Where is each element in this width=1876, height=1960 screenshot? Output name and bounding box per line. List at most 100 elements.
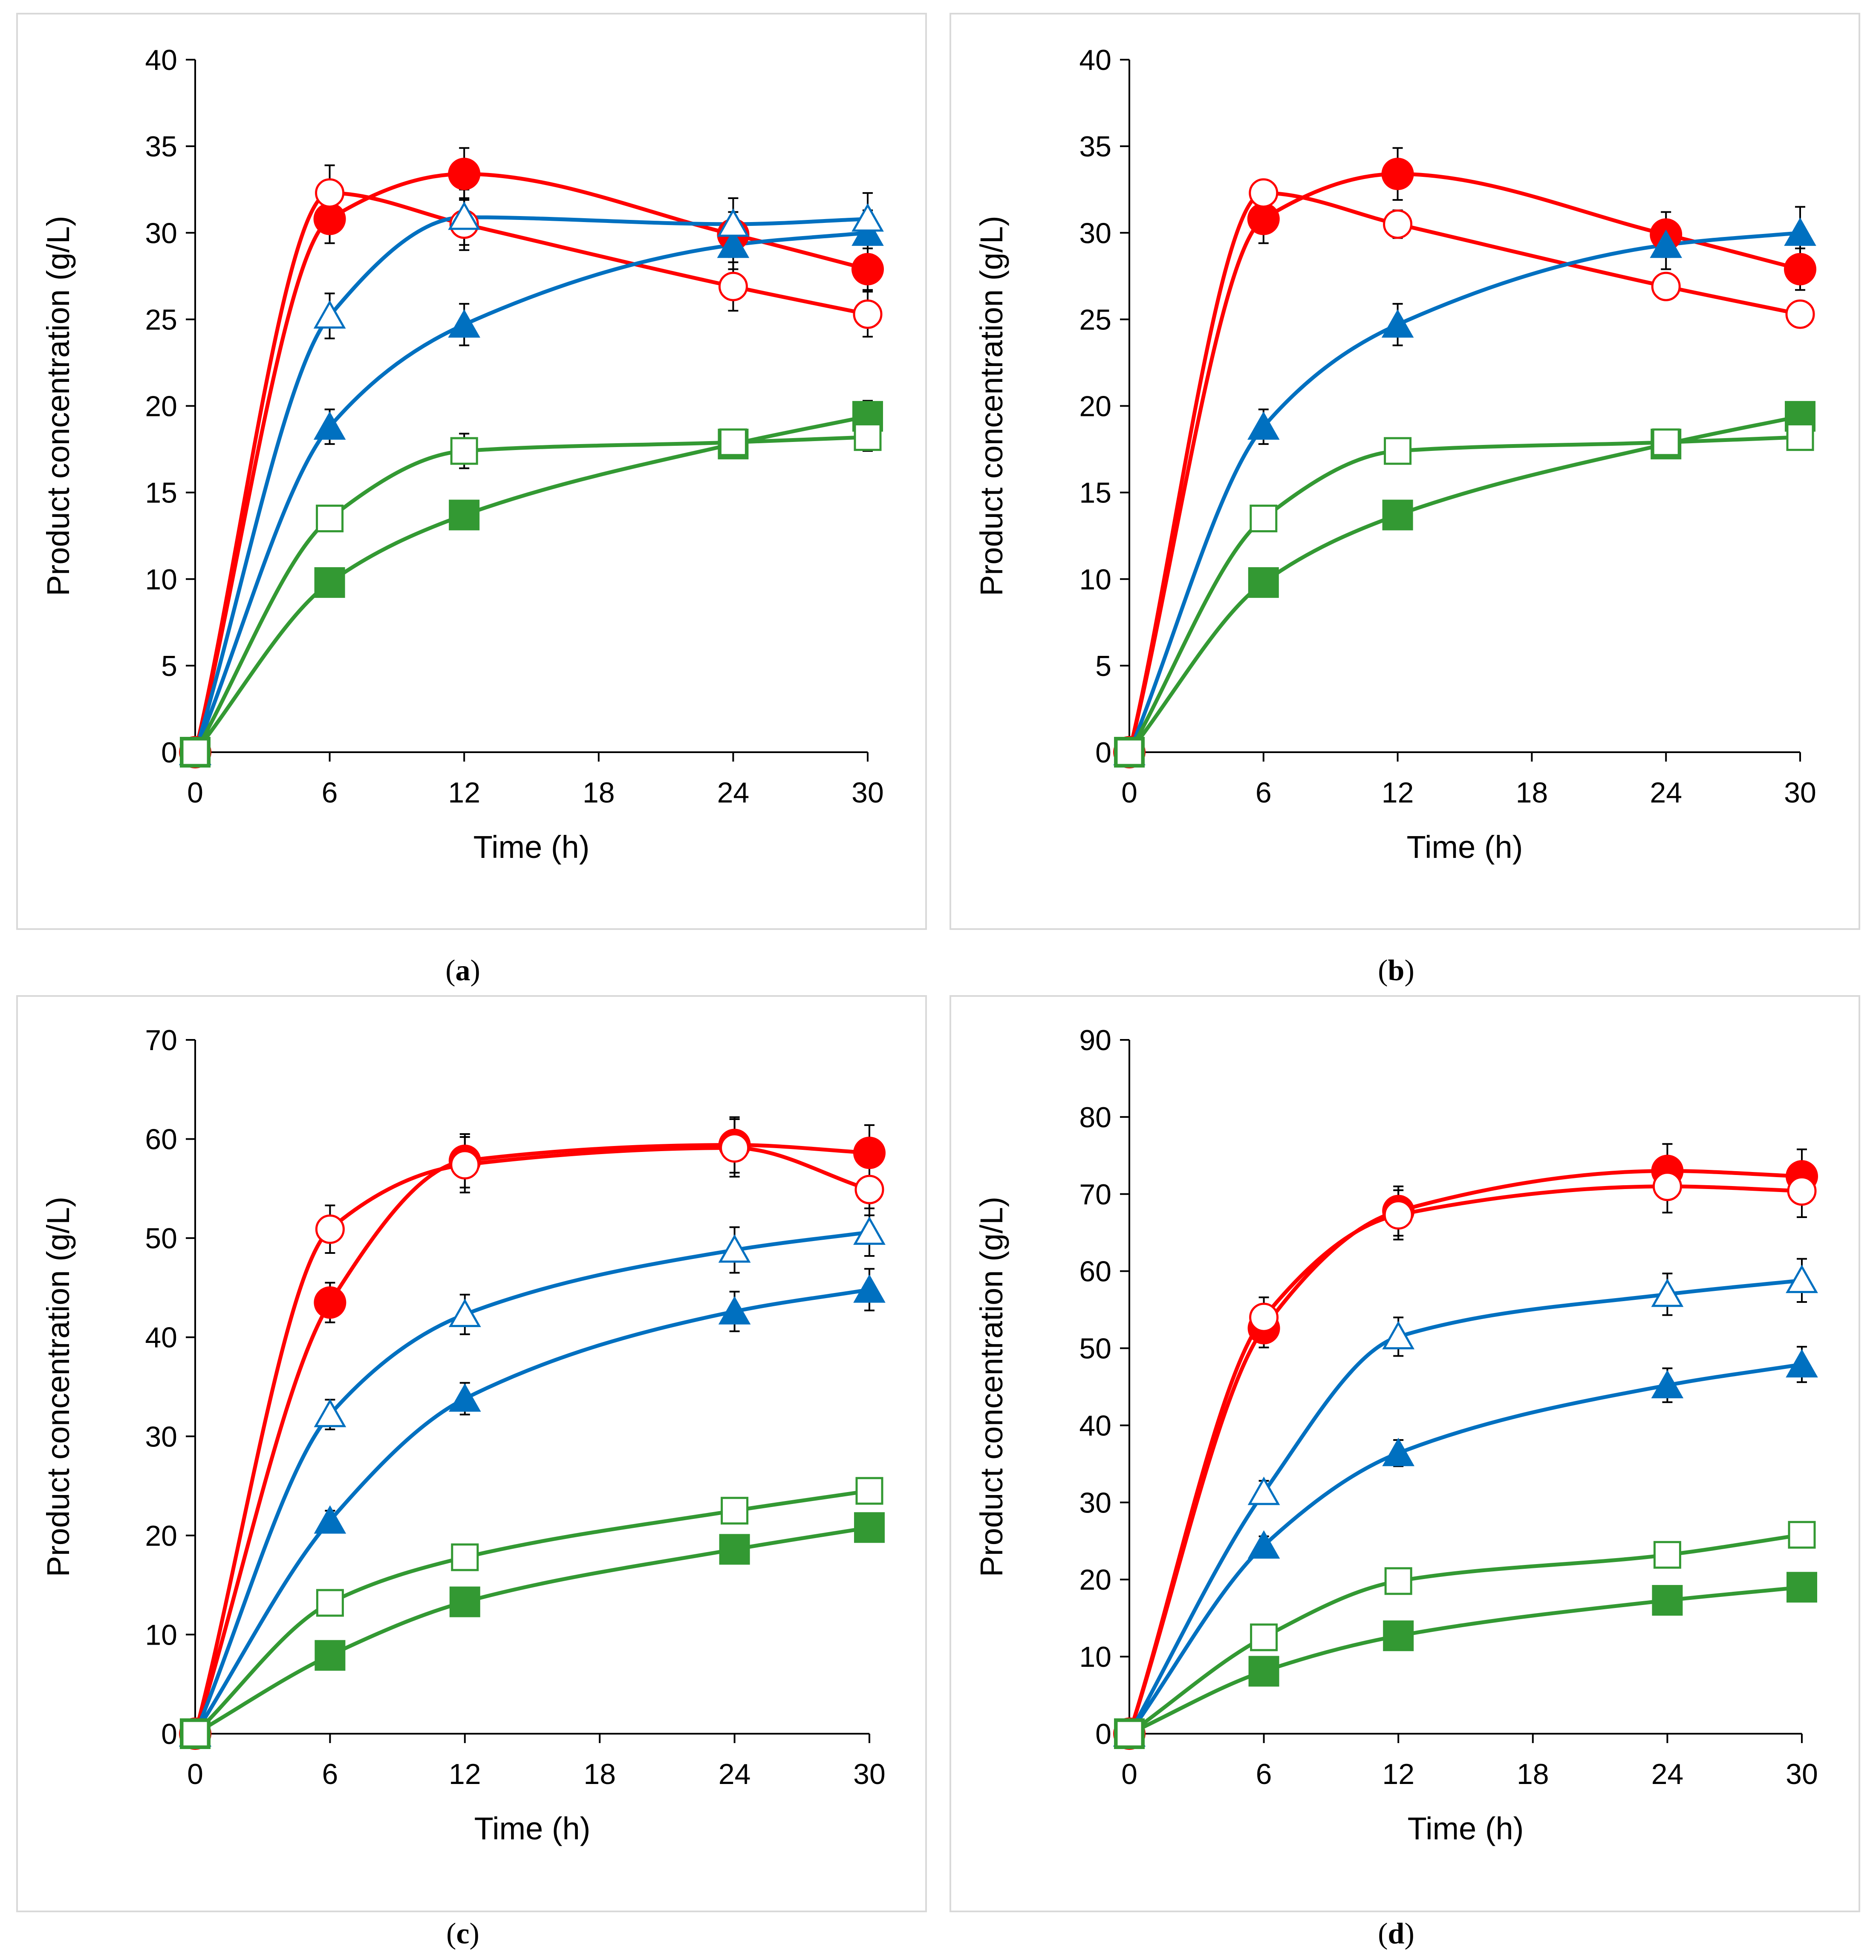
- data-point-c-green-open: [316, 1589, 344, 1617]
- data-point-b-red-open: [1651, 271, 1681, 301]
- y-tick-label-a: 15: [145, 477, 177, 509]
- caption-letter: b: [1388, 954, 1405, 987]
- y-tick-label-b: 25: [1079, 303, 1111, 336]
- x-axis-title-b: Time (h): [1407, 829, 1523, 865]
- x-tick-label-d: 6: [1256, 1758, 1272, 1790]
- data-point-c-green-open: [181, 1720, 209, 1748]
- caption-paren-close: ): [1404, 1917, 1414, 1950]
- y-tick-label-c: 60: [145, 1123, 177, 1156]
- y-tick-label-d: 60: [1079, 1256, 1111, 1288]
- y-tick-label-c: 10: [145, 1619, 177, 1651]
- y-tick-label-b: 20: [1079, 390, 1111, 423]
- data-point-c-green-open: [721, 1497, 749, 1525]
- series-line-d-green-filled: [1127, 1585, 1804, 1736]
- data-point-d-green-filled: [1787, 1572, 1817, 1603]
- y-tick-label-b: 15: [1079, 477, 1111, 509]
- data-point-d-blue-filled: [1786, 1349, 1818, 1378]
- x-tick-label-b: 18: [1516, 776, 1548, 809]
- data-point-a-green-open: [450, 437, 478, 465]
- x-tick-label-b: 0: [1121, 776, 1137, 809]
- x-tick-label-d: 24: [1651, 1758, 1684, 1790]
- data-point-d-green-filled: [1383, 1620, 1414, 1651]
- data-point-d-red-open: [1383, 1200, 1413, 1230]
- x-tick-label-a: 30: [851, 776, 884, 809]
- x-tick-label-c: 12: [449, 1758, 481, 1790]
- data-point-a-blue-open: [448, 201, 481, 230]
- data-point-a-red-filled: [313, 202, 346, 235]
- data-point-b-blue-filled: [1247, 411, 1280, 440]
- data-point-c-red-open: [720, 1133, 750, 1163]
- y-tick-label-a: 20: [145, 390, 177, 423]
- panel-caption-d: (d): [1378, 1917, 1414, 1950]
- data-point-c-blue-open: [448, 1299, 481, 1327]
- y-tick-label-a: 25: [145, 303, 177, 336]
- x-tick-label-c: 18: [583, 1758, 616, 1790]
- series-line-d-green-open: [1127, 1533, 1804, 1736]
- data-point-b-red-filled: [1247, 202, 1280, 235]
- x-tick-label-d: 12: [1382, 1758, 1414, 1790]
- data-point-b-blue-filled: [1784, 217, 1816, 246]
- data-point-b-blue-filled: [1381, 309, 1414, 338]
- data-point-a-green-open: [719, 428, 747, 456]
- x-tick-label-d: 18: [1517, 1758, 1549, 1790]
- panel-caption-b: (b): [1378, 954, 1414, 987]
- x-tick-label-d: 0: [1121, 1758, 1137, 1790]
- data-point-c-blue-open: [314, 1399, 346, 1427]
- y-tick-label-d: 20: [1079, 1564, 1111, 1596]
- caption-letter: a: [456, 954, 470, 987]
- data-point-b-green-filled: [1382, 499, 1413, 531]
- data-point-a-green-open: [316, 505, 344, 533]
- y-tick-label-d: 30: [1079, 1487, 1111, 1519]
- x-axis-title-a: Time (h): [473, 829, 590, 865]
- caption-paren-close: ): [470, 1917, 479, 1950]
- y-tick-label-b: 30: [1079, 217, 1111, 249]
- data-point-c-blue-filled: [718, 1296, 751, 1325]
- data-point-d-green-open: [1653, 1541, 1681, 1569]
- data-point-a-red-open: [718, 271, 748, 301]
- y-axis-title-c: Product concentration (g/L): [40, 1197, 76, 1577]
- y-tick-label-b: 10: [1079, 563, 1111, 596]
- data-point-c-red-open: [450, 1150, 480, 1180]
- data-point-c-blue-filled: [314, 1505, 346, 1534]
- data-point-a-green-open: [854, 423, 882, 451]
- data-point-b-green-open: [1652, 428, 1680, 456]
- data-point-b-red-open: [1785, 299, 1815, 329]
- data-point-d-green-filled: [1652, 1585, 1683, 1616]
- data-point-c-green-filled: [719, 1534, 750, 1565]
- x-tick-label-b: 6: [1255, 776, 1272, 809]
- x-tick-label-a: 18: [583, 776, 615, 809]
- data-point-c-green-open: [855, 1477, 883, 1505]
- data-point-c-green-open: [451, 1543, 479, 1571]
- y-tick-label-b: 40: [1079, 44, 1111, 76]
- data-point-d-blue-open: [1786, 1264, 1818, 1293]
- chart-panel-d: 0 10 20 30 40 50 60 70 80 90 0 6 12 18 24 30 Time (h) Pro…: [950, 995, 1860, 1912]
- y-tick-label-a: 30: [145, 217, 177, 249]
- y-tick-label-c: 20: [145, 1520, 177, 1552]
- data-point-a-blue-open: [851, 203, 884, 232]
- y-tick-label-d: 80: [1079, 1101, 1111, 1134]
- data-point-b-red-filled: [1784, 253, 1816, 286]
- data-point-d-green-filled: [1248, 1656, 1279, 1687]
- y-tick-label-c: 30: [145, 1420, 177, 1453]
- data-point-d-green-open: [1384, 1567, 1412, 1595]
- data-point-b-green-open: [1250, 505, 1278, 533]
- y-tick-label-a: 35: [145, 130, 177, 163]
- x-tick-label-c: 24: [719, 1758, 751, 1790]
- caption-paren-open: (: [446, 1917, 456, 1950]
- data-point-d-blue-filled: [1382, 1438, 1414, 1466]
- caption-paren-open: (: [1378, 954, 1388, 987]
- chart-panel-b: 0 5 10 15 20 25 30 35 40 0 6 12 18 24 30 Time (h) Produc…: [950, 13, 1860, 930]
- series-line-c-blue-open: [193, 1230, 872, 1736]
- data-point-d-red-open: [1249, 1302, 1279, 1332]
- data-point-a-red-open: [853, 299, 883, 329]
- caption-letter: c: [456, 1917, 469, 1950]
- data-point-c-red-filled: [314, 1286, 346, 1319]
- y-tick-label-a: 40: [145, 44, 177, 76]
- data-point-b-green-filled: [1248, 567, 1279, 598]
- data-point-b-red-open: [1249, 178, 1279, 208]
- chart-panel-c: 0 10 20 30 40 50 60 70 0 6 12 18 24 30 Time (h) Product…: [16, 995, 927, 1912]
- x-tick-label-c: 0: [187, 1758, 203, 1790]
- x-tick-label-c: 6: [322, 1758, 338, 1790]
- data-point-a-red-open: [315, 178, 345, 208]
